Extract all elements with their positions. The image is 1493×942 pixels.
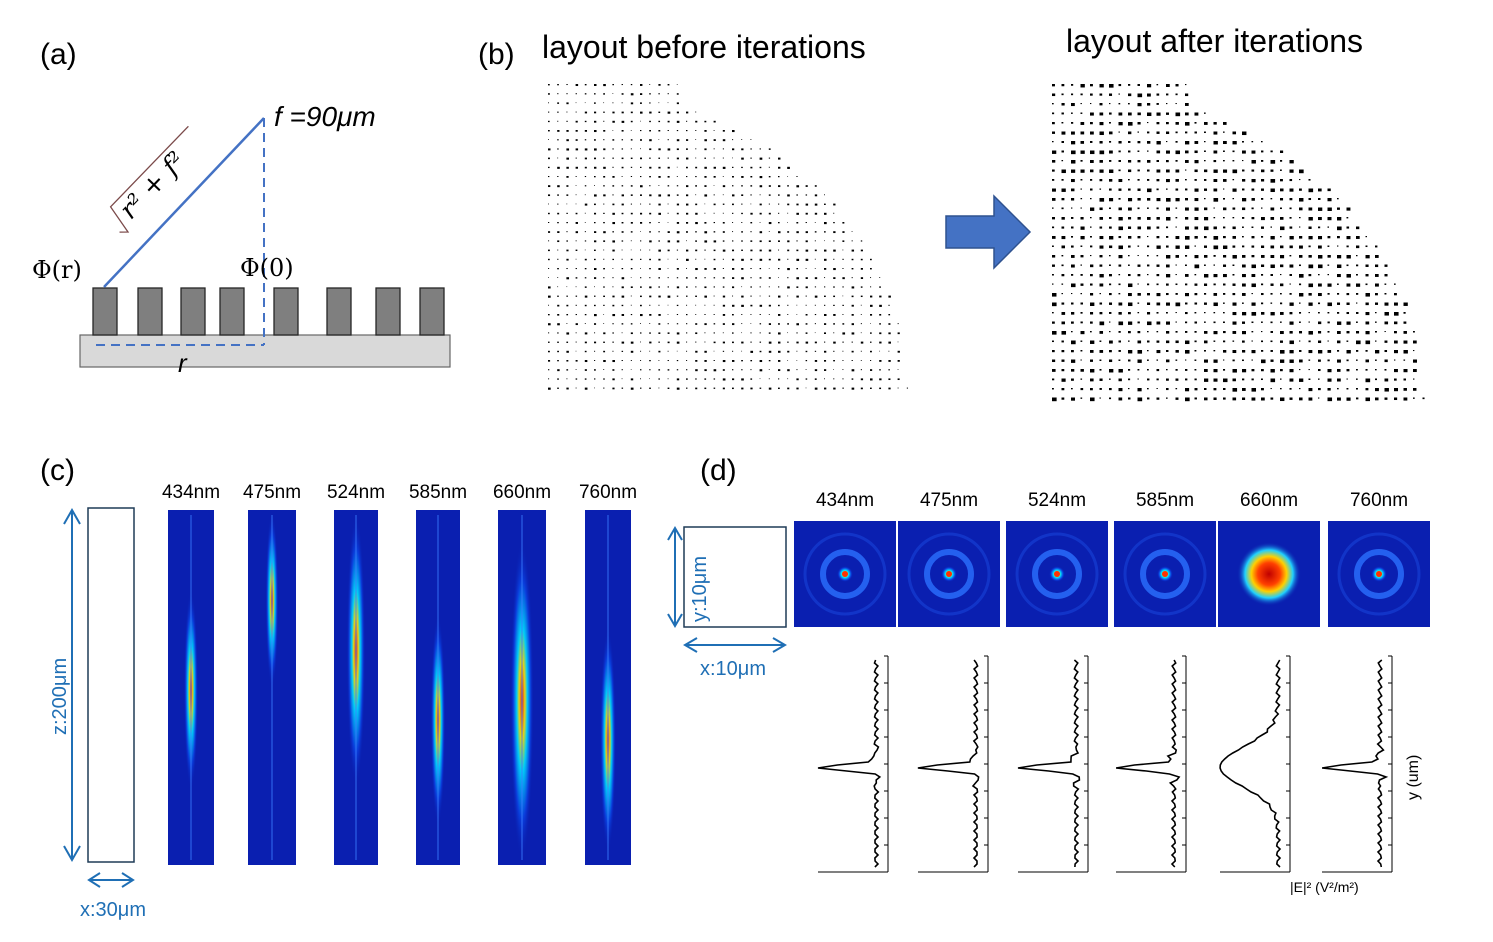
wavelength-label-d: 660nm xyxy=(1240,490,1298,511)
line-profile-585nm xyxy=(1115,659,1181,868)
sqrt-root-sign xyxy=(109,125,189,233)
z-dimension-arrow xyxy=(63,507,81,863)
pillar xyxy=(180,287,206,336)
wavelength-label-c: 760nm xyxy=(579,482,637,503)
wavelength-label-d: 524nm xyxy=(1028,490,1086,511)
layout-after-grid xyxy=(1052,84,1425,402)
radius-label: r xyxy=(178,348,188,378)
line-profile-434nm xyxy=(817,659,882,868)
line-profile-475nm xyxy=(917,659,980,868)
wavelength-label-c: 475nm xyxy=(243,482,301,503)
layout-before-title: layout before iterations xyxy=(542,29,866,65)
panel-c-label: (c) xyxy=(40,454,75,487)
x-dimension-label: x:30μm xyxy=(80,899,146,921)
substrate xyxy=(79,334,451,368)
panel-d-label: (d) xyxy=(700,454,737,487)
panel-b-label: (b) xyxy=(478,38,515,71)
pillar xyxy=(419,287,445,336)
x-dimension-label-d: x:10μm xyxy=(700,658,766,680)
right-arrow-icon xyxy=(945,194,1032,270)
sqrt-expression-text: r² + f² xyxy=(114,146,192,225)
pillar xyxy=(92,287,118,336)
pillar xyxy=(375,287,401,336)
wavelength-label-d: 475nm xyxy=(920,490,978,511)
focal-length-label: f =90μm xyxy=(274,101,376,132)
wavelength-label-c: 585nm xyxy=(409,482,467,503)
hypotenuse-line xyxy=(103,117,265,288)
wavelength-label-c: 660nm xyxy=(493,482,551,503)
x-dimension-arrow-d xyxy=(683,637,787,653)
pillar xyxy=(326,287,352,336)
y-dimension-label: y:10μm xyxy=(689,556,711,622)
pillar xyxy=(137,287,163,336)
pillar-row xyxy=(92,287,445,336)
profile-xlabel: |E|² (V²/m²) xyxy=(1290,879,1359,895)
layout-before-grid xyxy=(548,84,909,390)
beam-profile-group: 434nm 475nm 524nm 585nm 660nm 760nm xyxy=(162,482,637,865)
pillar xyxy=(219,287,245,336)
line-profile-660nm xyxy=(1219,659,1282,868)
wavelength-label-d: 760nm xyxy=(1350,490,1408,511)
panel-d: (d) y:10μm x:10μm 434nm 475nm 524nm 585nm 66… xyxy=(667,454,1430,895)
y-dimension-arrow xyxy=(667,526,683,628)
sqrt-expression: r² + f² xyxy=(109,125,192,233)
panel-a-label: (a) xyxy=(40,38,77,71)
line-profile-group xyxy=(817,655,1393,873)
z-dimension-label: z:200μm xyxy=(49,658,71,735)
wavelength-label-c: 434nm xyxy=(162,482,220,503)
wavelength-label-d: 585nm xyxy=(1136,490,1194,511)
phi-r-label: Φ(r) xyxy=(32,256,82,284)
panel-b: (b) layout before iterations layout afte… xyxy=(478,23,1425,402)
wavelength-label-d: 434nm xyxy=(816,490,874,511)
line-profile-524nm xyxy=(1017,659,1081,868)
panel-a: (a) r² + f² f =90μm Φ(r) Φ(0) r xyxy=(32,38,451,378)
layout-after-title: layout after iterations xyxy=(1066,23,1363,59)
focal-spot-group: 434nm 475nm 524nm 585nm 660nm 760nm xyxy=(794,490,1430,627)
profile-ylabel: y (um) xyxy=(1405,755,1422,800)
x-dimension-arrow xyxy=(87,872,135,888)
line-profile-760nm xyxy=(1321,659,1389,868)
wavelength-label-c: 524nm xyxy=(327,482,385,503)
focal-plane-box xyxy=(683,526,787,628)
pillar xyxy=(273,287,299,336)
panel-c: (c) z:200μm x:30μm 434nm 475nm 524nm 585nm 6… xyxy=(40,454,637,921)
phi-0-label: Φ(0) xyxy=(240,254,294,282)
simulation-domain-box xyxy=(87,507,135,863)
